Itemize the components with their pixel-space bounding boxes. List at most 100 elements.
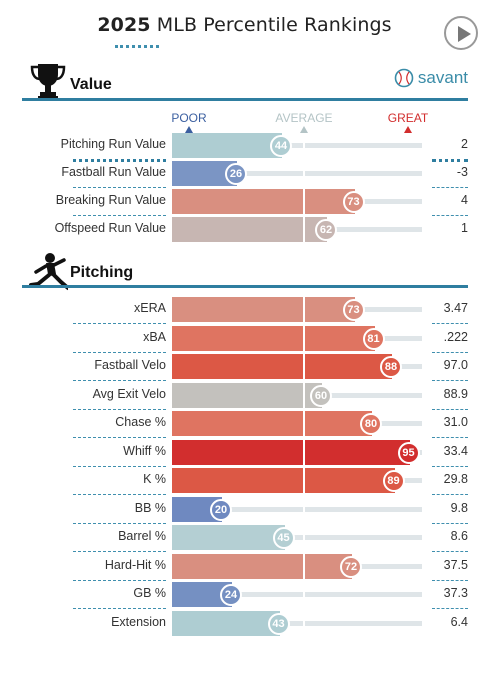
row-separator [73,494,166,495]
pitching-section-title: Pitching [70,264,134,281]
percentile-row[interactable]: Offspeed Run Value 62 1 [0,217,489,242]
percentile-track [172,143,422,148]
section-rule [22,285,468,288]
percentile-circle: 81 [362,327,385,350]
percentile-row[interactable]: Fastball Run Value 26 -3 [0,161,489,186]
percentile-circle: 80 [360,413,382,435]
percentile-bar [172,468,395,493]
percentile-row[interactable]: Breaking Run Value 73 4 [0,189,489,214]
percentile-bar [172,133,282,158]
metric-name: Chase % [115,415,166,429]
metric-name: Fastball Velo [94,358,166,372]
percentile-circle: 60 [310,384,332,407]
row-separator [73,465,166,467]
trophy-icon [30,64,66,101]
metric-value: 31.0 [443,415,468,429]
percentile-track [172,620,422,626]
percentile-row[interactable]: K % 89 29.8 [0,468,489,493]
row-separator [432,351,468,353]
percentile-track [172,506,422,512]
row-separator [73,551,166,552]
metric-name: Breaking Run Value [55,193,166,207]
row-separator [73,522,166,524]
metric-name: Whiff % [123,443,166,458]
metric-name: BB % [134,500,166,515]
percentile-bar [172,354,392,379]
percentile-track [172,535,422,540]
percentile-circle: 73 [342,299,365,321]
pitching-section-header: Pitching [22,252,468,292]
percentile-row[interactable]: xERA 73 3.47 [0,297,489,322]
percentile-row[interactable]: Barrel % 45 8.6 [0,525,489,550]
row-separator [432,494,468,495]
percentile-row[interactable]: xBA 81 .222 [0,325,489,351]
percentile-row[interactable]: Hard-Hit % 72 37.5 [0,553,489,579]
row-separator [73,408,166,410]
metric-name: xERA [134,301,166,315]
average-line [303,468,305,493]
row-separator [432,323,468,324]
baseball-icon [394,68,414,88]
percentile-row[interactable]: Pitching Run Value 44 2 [0,133,489,158]
average-marker-icon [300,126,308,133]
percentile-bar [172,411,372,436]
percentile-row[interactable]: GB % 24 37.3 [0,582,489,607]
row-separator [432,579,468,581]
percentile-circle: 95 [397,441,420,464]
average-line [303,582,305,607]
row-separator [432,380,468,381]
percentile-row[interactable]: Chase % 80 31.0 [0,411,489,436]
row-separator [73,380,166,381]
metric-value: 37.3 [443,586,468,600]
metric-name: K % [143,472,166,486]
value-section-title: Value [70,76,112,93]
savant-label: savant [417,68,468,87]
average-line [303,133,305,158]
row-separator [73,187,166,188]
great-marker-icon [404,126,412,133]
percentile-track [172,171,422,176]
scale-great-label: GREAT [387,111,429,125]
average-line [303,189,305,214]
metric-value: 33.4 [443,443,468,458]
average-line [303,439,305,465]
percentile-circle: 43 [267,612,290,635]
percentile-bar [172,610,280,636]
row-separator [73,215,166,216]
savant-logo[interactable]: savant [394,68,468,88]
metric-value: .222 [443,329,468,344]
average-line [303,354,305,379]
percentile-row[interactable]: Extension 43 6.4 [0,610,489,636]
metric-name: Avg Exit Velo [92,386,166,401]
pitcher-icon [29,253,68,290]
metric-value: 4 [461,193,468,207]
value-section-header: Value savant [22,60,468,101]
percentile-row[interactable]: Whiff % 95 33.4 [0,439,489,465]
metric-name: Fastball Run Value [61,165,166,179]
play-button[interactable] [444,16,478,50]
title-underline [115,45,159,48]
percentile-circle: 62 [315,219,337,241]
average-line [303,411,305,436]
metric-value: -3 [456,165,468,179]
percentile-bar [172,217,327,242]
play-icon [458,26,471,42]
percentile-bar [172,325,375,351]
row-separator [432,408,468,410]
row-separator [73,351,166,353]
percentile-circle: 26 [225,163,247,185]
row-separator [432,608,468,609]
percentile-row[interactable]: Fastball Velo 88 97.0 [0,354,489,379]
average-line [303,496,305,522]
metric-name: Hard-Hit % [104,557,166,572]
percentile-circle: 73 [342,191,365,213]
percentile-bar [172,553,352,579]
percentile-row[interactable]: BB % 20 9.8 [0,496,489,522]
row-separator [432,215,468,216]
percentile-circle: 24 [220,584,242,606]
metric-value: 2 [461,137,468,151]
percentile-row[interactable]: Avg Exit Velo 60 88.9 [0,382,489,408]
title-text: MLB Percentile Rankings [156,14,392,36]
row-separator [432,187,468,188]
row-separator [432,465,468,467]
